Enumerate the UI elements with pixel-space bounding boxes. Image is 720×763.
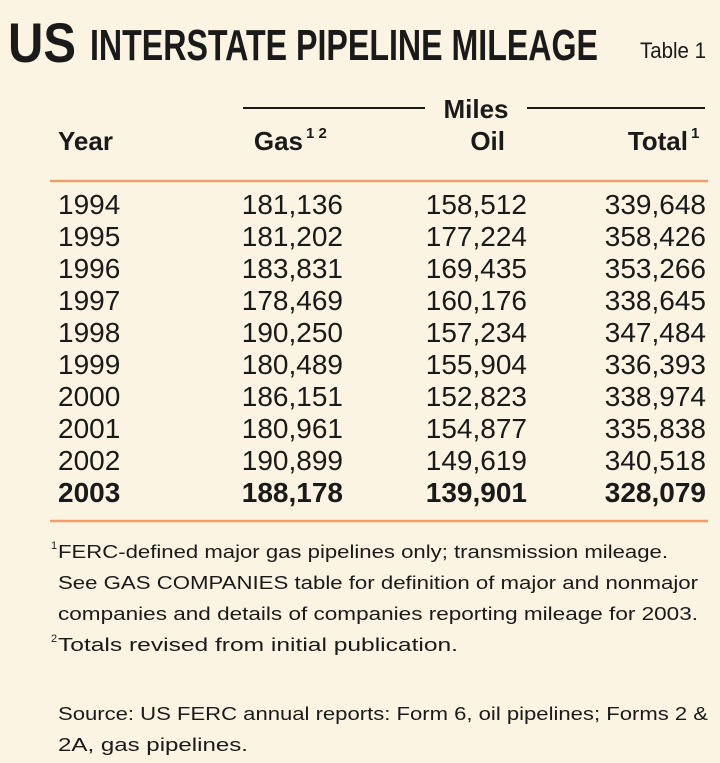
title-prefix: US [8,11,76,74]
value-cell: 328,079 [605,477,706,508]
value-cell: 340,518 [605,445,706,476]
value-cell: 177,224 [426,221,527,252]
value-cell: 169,435 [426,253,527,284]
column-header: Year [58,126,113,156]
footnote-marker: 1 [51,540,57,552]
value-cell: 186,151 [242,381,343,412]
value-cell: 339,648 [605,189,706,220]
year-cell: 2002 [58,445,120,476]
table-label: Table 1 [640,38,706,63]
value-cell: 139,901 [426,477,527,508]
value-cell: 157,234 [426,317,527,348]
group-header: Miles [443,94,508,124]
year-cell: 1997 [58,285,120,316]
column-header: Gas [254,126,303,156]
column-header-sup: 1 [691,125,699,142]
source-line: Source: US FERC annual reports: Form 6, … [58,704,708,724]
source-line: 2A, gas pipelines. [58,735,248,755]
value-cell: 181,136 [242,189,343,220]
value-cell: 154,877 [426,413,527,444]
title: INTERSTATE PIPELINE MILEAGE [90,21,598,70]
footnote-line: companies and details of companies repor… [58,604,698,624]
value-cell: 155,904 [426,349,527,380]
value-cell: 338,645 [605,285,706,316]
value-cell: 188,178 [242,477,343,508]
value-cell: 180,961 [242,413,343,444]
value-cell: 347,484 [605,317,706,348]
value-cell: 353,266 [605,253,706,284]
value-cell: 183,831 [242,253,343,284]
value-cell: 358,426 [605,221,706,252]
value-cell: 178,469 [242,285,343,316]
year-cell: 2003 [58,477,120,508]
value-cell: 181,202 [242,221,343,252]
year-cell: 2000 [58,381,120,412]
year-cell: 2001 [58,413,120,444]
value-cell: 180,489 [242,349,343,380]
value-cell: 335,838 [605,413,706,444]
value-cell: 336,393 [605,349,706,380]
footnote-line: Totals revised from initial publication. [58,635,458,655]
year-cell: 1999 [58,349,120,380]
column-header: Total [628,126,688,156]
value-cell: 160,176 [426,285,527,316]
value-cell: 158,512 [426,189,527,220]
value-cell: 149,619 [426,445,527,476]
year-cell: 1994 [58,189,120,220]
year-cell: 1996 [58,253,120,284]
footnote-line: See GAS COMPANIES table for definition o… [58,573,698,593]
column-header: Oil [470,126,505,156]
value-cell: 152,823 [426,381,527,412]
year-cell: 1998 [58,317,120,348]
value-cell: 190,250 [242,317,343,348]
column-header-sup: 1 2 [306,125,327,142]
year-cell: 1995 [58,221,120,252]
footnote-marker: 2 [51,633,57,645]
value-cell: 338,974 [605,381,706,412]
value-cell: 190,899 [242,445,343,476]
footnote-line: FERC-defined major gas pipelines only; t… [58,542,668,562]
